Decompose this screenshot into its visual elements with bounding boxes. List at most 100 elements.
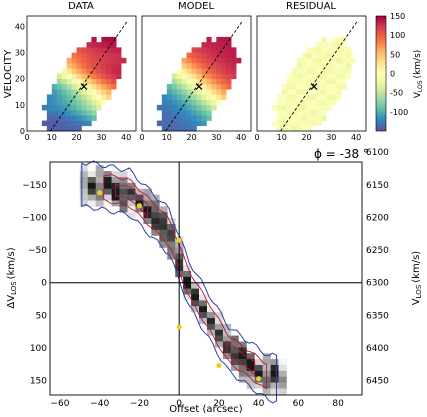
- velocity-cell: [86, 63, 92, 69]
- data-x-tick: 0: [24, 133, 29, 142]
- velocity-cell: [316, 89, 322, 95]
- velocity-cell: [191, 57, 197, 64]
- model-x-ticks: 0 10 20 30 40: [139, 133, 246, 142]
- velocity-cell: [76, 83, 82, 90]
- velocity-cell: [196, 52, 202, 59]
- velocity-cell: [286, 120, 292, 127]
- pv-intensity-cell: [119, 177, 128, 184]
- velocity-cell: [301, 73, 307, 80]
- pv-intensity-cell: [238, 353, 248, 360]
- velocity-cell: [291, 120, 297, 127]
- velocity-cell: [196, 120, 202, 127]
- velocity-cell: [336, 83, 342, 90]
- velocity-cell: [116, 52, 122, 59]
- velocity-cell: [161, 104, 168, 111]
- velocity-cell: [331, 63, 337, 69]
- velocity-cell: [306, 125, 312, 132]
- pv-intensity-cell: [79, 188, 89, 195]
- velocity-cell: [81, 89, 87, 95]
- velocity-cell: [321, 83, 327, 90]
- velocity-cell: [91, 115, 97, 121]
- pv-intensity-cell: [95, 165, 104, 172]
- velocity-cell: [181, 89, 187, 95]
- pv-intensity-cell: [278, 376, 287, 383]
- pv-intensity-cell: [103, 194, 112, 201]
- pv-model-points: [97, 190, 262, 382]
- velocity-cell: [321, 115, 327, 121]
- pv-intensity-cell: [87, 171, 97, 178]
- pv-intensity-cell: [183, 276, 192, 284]
- pv-intensity-cell: [103, 171, 112, 178]
- velocity-cell: [76, 63, 82, 69]
- pv-intensity-cell: [206, 317, 216, 325]
- pv-model-point: [176, 237, 182, 243]
- data-major-axis-line: [50, 20, 128, 132]
- pv-intensity-cell: [230, 347, 240, 354]
- velocity-cell: [201, 52, 207, 59]
- velocity-cell: [206, 42, 212, 48]
- velocity-cell: [196, 99, 202, 106]
- pv-intensity-cell: [119, 188, 128, 195]
- pv-intensity-cell: [167, 218, 176, 225]
- pv-intensity-cell: [143, 194, 152, 201]
- velocity-cell: [321, 94, 327, 100]
- velocity-cell: [331, 57, 337, 64]
- velocity-cell: [206, 63, 212, 69]
- velocity-cell: [46, 120, 53, 127]
- velocity-cell: [336, 42, 342, 48]
- top-ylabel: VELOCITY: [3, 49, 14, 98]
- velocity-cell: [191, 63, 197, 69]
- pv-right-ylabel-unit: (km/s): [411, 251, 422, 283]
- velocity-cell: [316, 42, 322, 48]
- velocity-cell: [101, 47, 107, 53]
- pv-intensity-cell: [87, 177, 97, 184]
- pv-intensity-cell: [214, 335, 224, 342]
- pv-intensity-cell: [191, 288, 200, 295]
- velocity-cell: [166, 99, 173, 106]
- velocity-cell: [201, 47, 207, 53]
- pv-y-tick: 150: [30, 377, 47, 387]
- colorbar-tick: 0: [390, 70, 395, 79]
- velocity-cell: [191, 78, 197, 85]
- velocity-cell: [66, 110, 72, 116]
- velocity-cell: [161, 99, 168, 106]
- pv-intensity-cell: [254, 364, 263, 372]
- pv-intensity-cell: [222, 353, 232, 360]
- velocity-cell: [66, 115, 72, 121]
- velocity-cell: [181, 99, 187, 106]
- pv-intensity-cell: [135, 206, 144, 213]
- velocity-cell: [176, 68, 182, 74]
- velocity-cell: [336, 47, 342, 53]
- pv-intensity-cell: [230, 341, 240, 348]
- velocity-cell: [216, 42, 222, 48]
- velocity-cell: [326, 99, 332, 106]
- velocity-cell: [81, 120, 87, 127]
- pv-intensity-cell: [95, 194, 104, 201]
- pv-intensity-cell: [222, 329, 232, 336]
- velocity-cell: [81, 73, 87, 80]
- pv-intensity-cell: [254, 382, 263, 389]
- pv-right-ylabel: VLOS(km/s): [411, 251, 423, 305]
- residual-x-ticks: 0 10 20 30 40: [254, 133, 361, 142]
- velocity-cell: [171, 94, 177, 100]
- velocity-cell: [216, 78, 222, 85]
- pv-y-tick: −150: [22, 181, 47, 191]
- velocity-cell: [86, 47, 92, 53]
- velocity-cell: [196, 68, 202, 74]
- velocity-cell: [166, 83, 173, 90]
- velocity-cell: [191, 94, 197, 100]
- velocity-cell: [331, 78, 337, 85]
- velocity-cell: [41, 104, 48, 111]
- velocity-cell: [281, 83, 288, 90]
- velocity-cell: [91, 73, 97, 80]
- velocity-cell: [66, 78, 72, 85]
- velocity-cell: [316, 99, 322, 106]
- velocity-cell: [296, 110, 302, 116]
- velocity-cell: [291, 89, 297, 95]
- velocity-cell: [296, 68, 302, 74]
- velocity-cell: [206, 115, 212, 121]
- velocity-cell: [306, 104, 312, 111]
- velocity-cell: [86, 110, 92, 116]
- velocity-cell: [346, 47, 352, 53]
- velocity-cell: [166, 94, 173, 100]
